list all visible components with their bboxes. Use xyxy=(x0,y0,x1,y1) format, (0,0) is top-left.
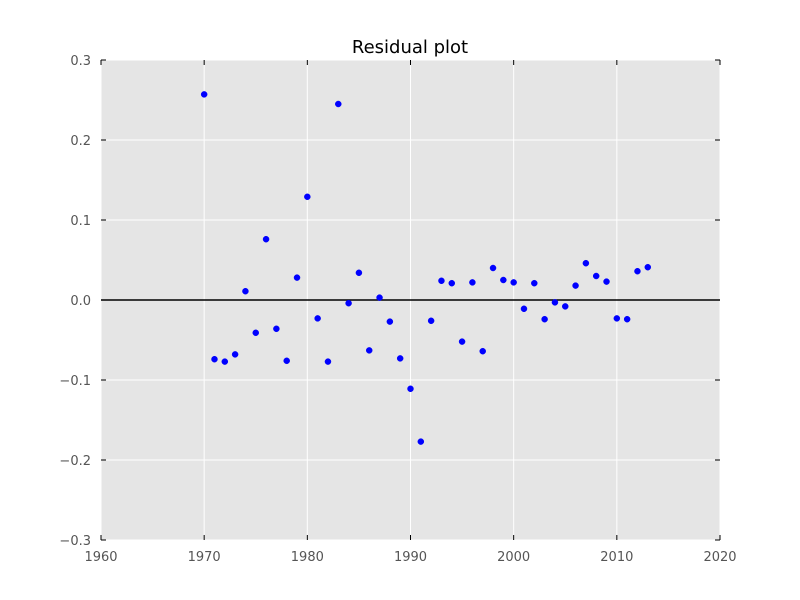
data-point xyxy=(582,259,590,267)
data-point xyxy=(355,269,363,277)
y-tick-label: −0.2 xyxy=(59,454,91,469)
data-point xyxy=(304,193,311,201)
data-point xyxy=(283,357,290,365)
x-tick-label: 1990 xyxy=(394,550,427,565)
x-axis-tick-labels: 1960 1970 1980 1990 2000 2010 2020 xyxy=(84,550,736,565)
data-point xyxy=(200,91,208,98)
data-point xyxy=(314,315,321,322)
data-points xyxy=(200,91,652,445)
data-point xyxy=(386,318,394,325)
data-point xyxy=(365,347,373,354)
axis-ticks xyxy=(100,59,721,541)
data-point xyxy=(376,294,383,301)
data-point xyxy=(531,279,538,287)
data-point xyxy=(613,315,621,322)
data-point xyxy=(510,279,517,286)
data-point xyxy=(407,385,414,393)
data-point xyxy=(562,303,569,310)
data-point xyxy=(221,358,229,365)
x-tick-label: 1970 xyxy=(188,550,221,565)
data-point xyxy=(345,299,352,307)
data-point xyxy=(293,274,301,281)
data-point xyxy=(603,278,610,285)
data-point xyxy=(644,263,652,271)
data-point xyxy=(438,277,445,285)
y-tick-label: 0.3 xyxy=(70,54,91,69)
data-point xyxy=(273,325,280,333)
x-tick-label: 2000 xyxy=(497,550,530,565)
x-tick-label: 2010 xyxy=(600,550,633,565)
data-point xyxy=(417,438,425,445)
y-axis-tick-labels: −0.3 −0.2 −0.1 0.0 0.1 0.2 0.3 xyxy=(59,54,91,549)
data-point xyxy=(262,235,270,243)
y-tick-label: 0.1 xyxy=(70,214,91,229)
y-tick-label: −0.3 xyxy=(59,534,91,549)
chart-title: Residual plot xyxy=(352,37,468,58)
data-point xyxy=(427,317,435,325)
data-point xyxy=(520,305,528,313)
data-point xyxy=(634,267,641,275)
x-tick-label: 1960 xyxy=(84,550,117,565)
data-point xyxy=(252,329,259,337)
data-point xyxy=(592,272,600,280)
data-point xyxy=(541,315,548,323)
data-point xyxy=(335,100,342,108)
data-point xyxy=(489,264,497,272)
data-point xyxy=(479,347,486,355)
x-tick-label: 1980 xyxy=(291,550,324,565)
y-tick-label: 0.2 xyxy=(70,134,91,149)
y-tick-label: 0.0 xyxy=(70,294,91,309)
data-point xyxy=(211,355,218,363)
data-point xyxy=(500,276,507,284)
x-tick-label: 2020 xyxy=(703,550,736,565)
y-tick-label: −0.1 xyxy=(59,374,91,389)
data-point xyxy=(551,299,559,306)
data-point xyxy=(231,351,239,358)
data-point xyxy=(396,355,404,362)
data-point xyxy=(458,338,466,345)
data-point xyxy=(623,315,631,323)
data-point xyxy=(242,287,249,295)
data-point xyxy=(572,282,579,289)
data-point xyxy=(324,358,332,365)
data-point xyxy=(469,279,476,286)
data-point xyxy=(448,279,456,287)
